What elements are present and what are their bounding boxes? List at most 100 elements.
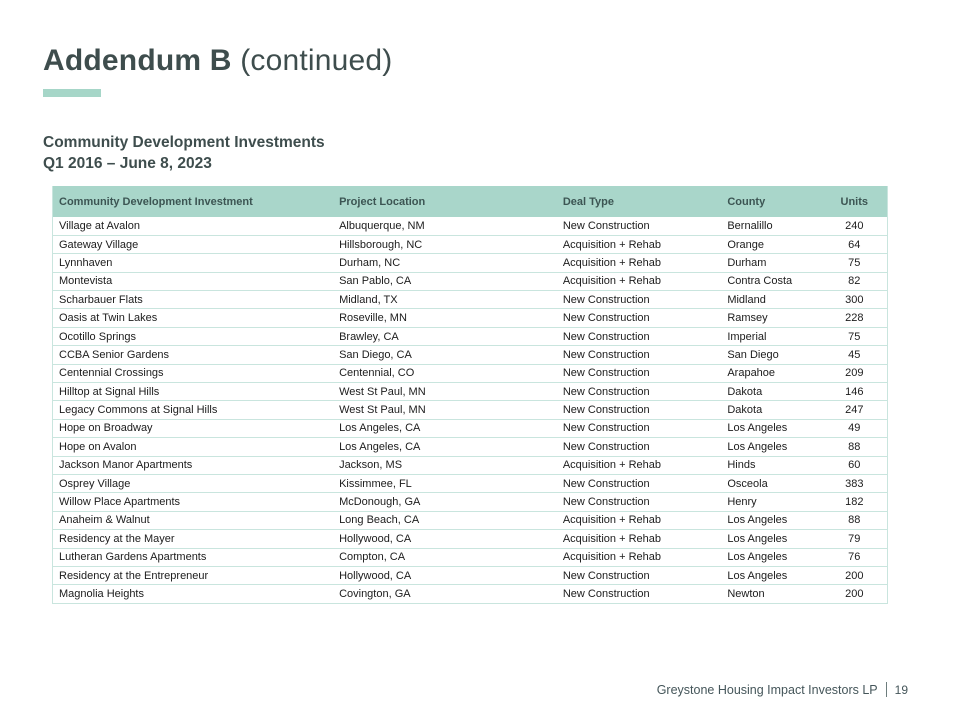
table-cell: 75 bbox=[821, 253, 888, 273]
table-cell: San Diego, CA bbox=[333, 345, 557, 365]
page-title: Addendum B (continued) bbox=[43, 44, 392, 78]
table-row: Village at Avalon Albuquerque, NM New Cons… bbox=[52, 217, 888, 236]
table-cell: Acquisition + Rehab bbox=[556, 456, 722, 475]
table-cell: 146 bbox=[821, 382, 888, 402]
section-heading-line1: Community Development Investments bbox=[43, 134, 325, 151]
table-cell: Osprey Village bbox=[52, 474, 334, 494]
table-cell: West St Paul, MN bbox=[333, 400, 557, 420]
slide-footer: Greystone Housing Impact Investors LP 19 bbox=[657, 682, 908, 697]
table-cell: Willow Place Apartments bbox=[52, 492, 334, 512]
table-cell: New Construction bbox=[556, 217, 722, 236]
page-number: 19 bbox=[894, 682, 908, 697]
section-heading-line2: Q1 2016 – June 8, 2023 bbox=[43, 155, 212, 172]
investments-table-container: Community Development Investment Project … bbox=[52, 186, 888, 604]
table-cell: Lutheran Gardens Apartments bbox=[52, 548, 334, 567]
table-cell: Hollywood, CA bbox=[333, 566, 557, 586]
table-cell: New Construction bbox=[556, 584, 722, 604]
table-cell: Durham bbox=[721, 253, 822, 273]
table-cell: Los Angeles bbox=[721, 437, 822, 457]
table-cell: Jackson, MS bbox=[333, 456, 557, 475]
table-cell: Kissimmee, FL bbox=[333, 474, 557, 494]
table-cell: Hillsborough, NC bbox=[333, 235, 557, 255]
table-cell: 76 bbox=[821, 548, 888, 567]
table-row: Residency at the Entrepreneur Hollywood, … bbox=[52, 566, 888, 586]
table-row: Legacy Commons at Signal Hills West St Pa… bbox=[52, 400, 888, 420]
table-cell: Newton bbox=[721, 584, 822, 604]
table-cell: Hollywood, CA bbox=[333, 529, 557, 549]
table-cell: Legacy Commons at Signal Hills bbox=[52, 400, 334, 420]
table-cell: Acquisition + Rehab bbox=[556, 511, 722, 531]
table-row: Jackson Manor Apartments Jackson, MS Acqui… bbox=[52, 456, 888, 475]
column-header: Units bbox=[821, 186, 888, 217]
table-cell: Los Angeles, CA bbox=[333, 419, 557, 439]
table-cell: 240 bbox=[821, 217, 888, 236]
table-cell: New Construction bbox=[556, 364, 722, 384]
table-cell: Los Angeles bbox=[721, 511, 822, 531]
table-row: Lynnhaven Durham, NC Acquisition + Rehab Du… bbox=[52, 253, 888, 273]
table-cell: Acquisition + Rehab bbox=[556, 235, 722, 255]
table-cell: New Construction bbox=[556, 437, 722, 457]
table-cell: Ocotillo Springs bbox=[52, 327, 334, 347]
table-cell: New Construction bbox=[556, 400, 722, 420]
table-cell: 60 bbox=[821, 456, 888, 475]
table-cell: Lynnhaven bbox=[52, 253, 334, 273]
table-cell: Dakota bbox=[721, 400, 822, 420]
table-cell: Residency at the Entrepreneur bbox=[52, 566, 334, 586]
table-cell: Acquisition + Rehab bbox=[556, 529, 722, 549]
table-cell: Magnolia Heights bbox=[52, 584, 334, 604]
table-cell: Hinds bbox=[721, 456, 822, 475]
table-row: Montevista San Pablo, CA Acquisition + Reh… bbox=[52, 272, 888, 292]
table-cell: New Construction bbox=[556, 474, 722, 494]
table-row: Residency at the Mayer Hollywood, CA Acqui… bbox=[52, 529, 888, 549]
table-cell: 182 bbox=[821, 492, 888, 512]
table-cell: San Diego bbox=[721, 345, 822, 365]
table-cell: Bernalillo bbox=[721, 217, 822, 236]
footer-divider bbox=[885, 682, 887, 697]
table-cell: Midland bbox=[721, 290, 822, 310]
table-cell: Montevista bbox=[52, 272, 334, 292]
table-cell: Hope on Avalon bbox=[52, 437, 334, 457]
table-cell: CCBA Senior Gardens bbox=[52, 345, 334, 365]
table-cell: McDonough, GA bbox=[333, 492, 557, 512]
table-cell: 45 bbox=[821, 345, 888, 365]
column-header: Deal Type bbox=[556, 186, 722, 217]
table-row: Ocotillo Springs Brawley, CA New Construct… bbox=[52, 327, 888, 347]
table-cell: 383 bbox=[821, 474, 888, 494]
table-row: Willow Place Apartments McDonough, GA New … bbox=[52, 492, 888, 512]
table-cell: Anaheim & Walnut bbox=[52, 511, 334, 531]
table-cell: Scharbauer Flats bbox=[52, 290, 334, 310]
table-row: Anaheim & Walnut Long Beach, CA Acquisitio… bbox=[52, 511, 888, 531]
table-cell: Gateway Village bbox=[52, 235, 334, 255]
table-cell: Los Angeles bbox=[721, 548, 822, 567]
table-row: Gateway Village Hillsborough, NC Acquisiti… bbox=[52, 235, 888, 255]
table-row: Hope on Avalon Los Angeles, CA New Constru… bbox=[52, 437, 888, 457]
table-cell: Centennial, CO bbox=[333, 364, 557, 384]
table-cell: 75 bbox=[821, 327, 888, 347]
table-cell: 228 bbox=[821, 308, 888, 328]
table-cell: 200 bbox=[821, 584, 888, 604]
table-cell: 64 bbox=[821, 235, 888, 255]
table-row: Hilltop at Signal Hills West St Paul, MN N… bbox=[52, 382, 888, 402]
table-cell: West St Paul, MN bbox=[333, 382, 557, 402]
table-cell: 247 bbox=[821, 400, 888, 420]
table-cell: Acquisition + Rehab bbox=[556, 253, 722, 273]
table-cell: Acquisition + Rehab bbox=[556, 548, 722, 567]
table-cell: New Construction bbox=[556, 382, 722, 402]
column-header: Project Location bbox=[333, 186, 557, 217]
table-cell: Hilltop at Signal Hills bbox=[52, 382, 334, 402]
title-accent-bar bbox=[43, 89, 101, 97]
company-name: Greystone Housing Impact Investors LP bbox=[656, 682, 878, 697]
table-cell: Hope on Broadway bbox=[52, 419, 334, 439]
table-cell: New Construction bbox=[556, 290, 722, 310]
table-cell: Los Angeles bbox=[721, 529, 822, 549]
table-cell: Contra Costa bbox=[721, 272, 822, 292]
table-cell: Imperial bbox=[721, 327, 822, 347]
table-cell: New Construction bbox=[556, 419, 722, 439]
table-cell: Orange bbox=[721, 235, 822, 255]
table-cell: New Construction bbox=[556, 345, 722, 365]
table-row: Osprey Village Kissimmee, FL New Construct… bbox=[52, 474, 888, 494]
table-cell: Los Angeles bbox=[721, 419, 822, 439]
table-cell: New Construction bbox=[556, 327, 722, 347]
table-cell: Osceola bbox=[721, 474, 822, 494]
table-cell: Dakota bbox=[721, 382, 822, 402]
